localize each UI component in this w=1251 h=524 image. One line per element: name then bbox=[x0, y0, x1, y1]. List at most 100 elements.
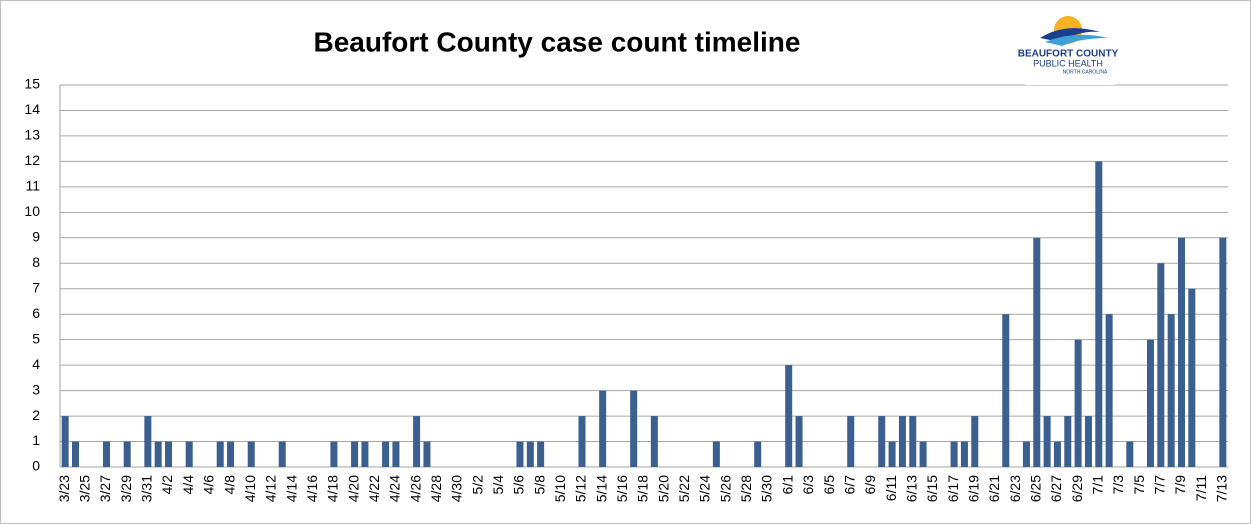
x-tick-label: 5/26 bbox=[717, 475, 733, 502]
logo-text: BEAUFORT COUNTY bbox=[1018, 49, 1119, 60]
x-tick-label: 4/20 bbox=[345, 475, 361, 502]
x-tick-label: 5/6 bbox=[511, 475, 527, 495]
bar bbox=[1177, 237, 1185, 467]
y-tick-label: 3 bbox=[32, 381, 40, 397]
bar bbox=[1126, 441, 1134, 467]
x-tick-label: 4/14 bbox=[283, 475, 299, 502]
bar bbox=[754, 441, 762, 467]
bar bbox=[1064, 416, 1072, 467]
x-tick-label: 6/3 bbox=[800, 475, 816, 495]
y-tick-label: 2 bbox=[32, 407, 40, 423]
x-tick-label: 6/9 bbox=[862, 475, 878, 495]
bar bbox=[103, 441, 111, 467]
bar bbox=[382, 441, 390, 467]
x-tick-label: 4/6 bbox=[201, 475, 217, 495]
bar bbox=[1095, 161, 1103, 467]
bar bbox=[650, 416, 658, 467]
x-tick-label: 3/31 bbox=[139, 475, 155, 502]
bar bbox=[61, 416, 69, 467]
bar bbox=[971, 416, 979, 467]
x-tick-label: 3/29 bbox=[118, 475, 134, 502]
x-tick-label: 5/12 bbox=[573, 475, 589, 502]
x-tick-label: 6/13 bbox=[903, 475, 919, 502]
x-tick-label: 5/30 bbox=[759, 475, 775, 502]
bar bbox=[185, 441, 193, 467]
y-tick-label: 5 bbox=[32, 330, 40, 346]
bar bbox=[351, 441, 359, 467]
bar bbox=[516, 441, 524, 467]
y-tick-label: 14 bbox=[24, 101, 40, 117]
bar bbox=[578, 416, 586, 467]
x-tick-label: 7/5 bbox=[1131, 475, 1147, 495]
x-tick-label: 3/25 bbox=[77, 475, 93, 502]
bar bbox=[898, 416, 906, 467]
bar bbox=[1105, 314, 1113, 467]
x-tick-label: 4/26 bbox=[407, 475, 423, 502]
bar bbox=[1167, 314, 1175, 467]
bar bbox=[1146, 339, 1154, 467]
y-tick-label: 7 bbox=[32, 279, 40, 295]
bar bbox=[919, 441, 927, 467]
x-tick-label: 6/5 bbox=[821, 475, 837, 495]
x-tick-label: 7/3 bbox=[1110, 475, 1126, 495]
x-tick-label: 4/12 bbox=[263, 475, 279, 502]
x-tick-label: 6/17 bbox=[945, 475, 961, 502]
bar bbox=[1188, 288, 1196, 467]
bar bbox=[413, 416, 421, 467]
x-tick-label: 4/2 bbox=[159, 475, 175, 495]
x-tick-label: 5/22 bbox=[676, 475, 692, 502]
x-tick-label: 5/2 bbox=[469, 475, 485, 495]
x-tick-label: 6/15 bbox=[924, 475, 940, 502]
bar bbox=[278, 441, 286, 467]
y-tick-label: 1 bbox=[32, 432, 40, 448]
chart-title: Beaufort County case count timeline bbox=[314, 26, 801, 57]
y-tick-label: 10 bbox=[24, 203, 40, 219]
x-tick-label: 6/21 bbox=[986, 475, 1002, 502]
x-tick-label: 6/1 bbox=[779, 475, 795, 495]
x-tick-label: 3/27 bbox=[97, 475, 113, 502]
x-tick-label: 4/22 bbox=[366, 475, 382, 502]
x-tick-label: 7/13 bbox=[1214, 475, 1230, 502]
x-tick-label: 5/10 bbox=[552, 475, 568, 502]
y-tick-label: 8 bbox=[32, 254, 40, 270]
x-tick-label: 5/4 bbox=[490, 475, 506, 495]
x-tick-label: 4/8 bbox=[221, 475, 237, 495]
bar bbox=[165, 441, 173, 467]
x-tick-label: 6/7 bbox=[841, 475, 857, 495]
x-tick-label: 7/1 bbox=[1089, 475, 1105, 495]
bar bbox=[123, 441, 131, 467]
bar bbox=[392, 441, 400, 467]
y-tick-label: 12 bbox=[24, 152, 40, 168]
bar bbox=[216, 441, 224, 467]
y-tick-label: 6 bbox=[32, 305, 40, 321]
y-tick-label: 4 bbox=[32, 356, 40, 372]
x-tick-label: 5/18 bbox=[635, 475, 651, 502]
x-tick-label: 4/30 bbox=[449, 475, 465, 502]
bar bbox=[1074, 339, 1082, 467]
x-tick-label: 5/20 bbox=[655, 475, 671, 502]
x-tick-label: 6/29 bbox=[1069, 475, 1085, 502]
bar bbox=[950, 441, 958, 467]
x-tick-label: 5/28 bbox=[738, 475, 754, 502]
bar bbox=[1053, 441, 1061, 467]
bar bbox=[1002, 314, 1010, 467]
y-tick-label: 15 bbox=[24, 76, 40, 92]
bar bbox=[785, 365, 793, 467]
x-tick-label: 5/14 bbox=[593, 475, 609, 502]
bar bbox=[1033, 237, 1041, 467]
bar bbox=[1084, 416, 1092, 467]
logo-wave bbox=[1040, 28, 1100, 42]
bar bbox=[1043, 416, 1051, 467]
y-tick-label: 9 bbox=[32, 229, 40, 245]
bar bbox=[847, 416, 855, 467]
bar bbox=[1022, 441, 1030, 467]
bar bbox=[247, 441, 255, 467]
bar bbox=[526, 441, 534, 467]
bar bbox=[960, 441, 968, 467]
x-tick-label: 6/19 bbox=[965, 475, 981, 502]
x-tick-label: 6/27 bbox=[1048, 475, 1064, 502]
x-tick-label: 6/23 bbox=[1007, 475, 1023, 502]
x-tick-label: 7/9 bbox=[1172, 475, 1188, 495]
